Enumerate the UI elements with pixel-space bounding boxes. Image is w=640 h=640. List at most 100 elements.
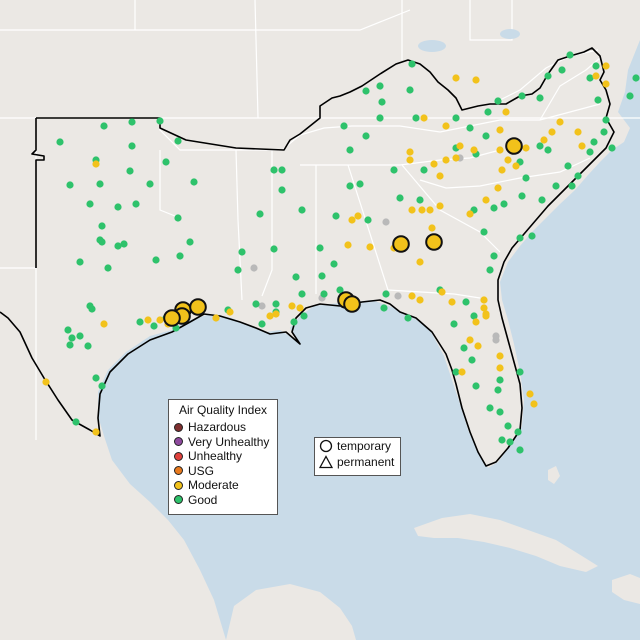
- monitor-point-good[interactable]: [452, 368, 460, 376]
- monitor-point-moderate[interactable]: [428, 224, 436, 232]
- monitor-point-good[interactable]: [72, 418, 80, 426]
- monitor-point-good[interactable]: [544, 72, 552, 80]
- monitor-point-good[interactable]: [156, 117, 164, 125]
- monitor-temporary-moderate[interactable]: [163, 309, 181, 327]
- monitor-point-good[interactable]: [114, 242, 122, 250]
- monitor-point-good[interactable]: [406, 86, 414, 94]
- monitor-point-good[interactable]: [364, 216, 372, 224]
- monitor-point-good[interactable]: [518, 92, 526, 100]
- monitor-point-good[interactable]: [516, 368, 524, 376]
- monitor-point-moderate[interactable]: [452, 154, 460, 162]
- monitor-point-good[interactable]: [336, 286, 344, 294]
- monitor-point-moderate[interactable]: [92, 160, 100, 168]
- monitor-point-moderate[interactable]: [556, 118, 564, 126]
- monitor-point-good[interactable]: [330, 260, 338, 268]
- monitor-point-moderate[interactable]: [574, 128, 582, 136]
- monitor-point-good[interactable]: [380, 304, 388, 312]
- monitor-point-good[interactable]: [568, 182, 576, 190]
- monitor-point-no-data[interactable]: [258, 302, 266, 310]
- monitor-point-moderate[interactable]: [442, 122, 450, 130]
- monitor-point-good[interactable]: [186, 238, 194, 246]
- monitor-point-moderate[interactable]: [472, 76, 480, 84]
- monitor-point-good[interactable]: [462, 298, 470, 306]
- monitor-point-good[interactable]: [146, 180, 154, 188]
- monitor-point-good[interactable]: [68, 334, 76, 342]
- monitor-point-moderate[interactable]: [406, 148, 414, 156]
- monitor-point-moderate[interactable]: [100, 320, 108, 328]
- monitor-point-good[interactable]: [362, 132, 370, 140]
- monitor-point-moderate[interactable]: [226, 308, 234, 316]
- monitor-point-moderate[interactable]: [494, 184, 502, 192]
- monitor-point-good[interactable]: [416, 196, 424, 204]
- monitor-point-good[interactable]: [92, 374, 100, 382]
- monitor-point-good[interactable]: [86, 200, 94, 208]
- monitor-point-good[interactable]: [104, 264, 112, 272]
- monitor-point-moderate[interactable]: [430, 160, 438, 168]
- monitor-point-good[interactable]: [506, 438, 514, 446]
- monitor-point-good[interactable]: [152, 256, 160, 264]
- monitor-point-no-data[interactable]: [394, 292, 402, 300]
- monitor-point-good[interactable]: [516, 234, 524, 242]
- monitor-point-moderate[interactable]: [366, 243, 374, 251]
- monitor-point-moderate[interactable]: [522, 144, 530, 152]
- monitor-point-moderate[interactable]: [472, 318, 480, 326]
- monitor-point-moderate[interactable]: [482, 196, 490, 204]
- monitor-point-good[interactable]: [468, 356, 476, 364]
- monitor-point-good[interactable]: [504, 422, 512, 430]
- monitor-point-good[interactable]: [452, 114, 460, 122]
- monitor-point-moderate[interactable]: [144, 316, 152, 324]
- monitor-point-good[interactable]: [292, 273, 300, 281]
- monitor-point-good[interactable]: [496, 408, 504, 416]
- monitor-point-moderate[interactable]: [496, 352, 504, 360]
- monitor-point-good[interactable]: [96, 180, 104, 188]
- monitor-point-moderate[interactable]: [602, 80, 610, 88]
- monitor-point-good[interactable]: [408, 60, 416, 68]
- monitor-point-moderate[interactable]: [496, 146, 504, 154]
- monitor-point-good[interactable]: [574, 172, 582, 180]
- monitor-temporary-moderate[interactable]: [343, 295, 361, 313]
- monitor-point-good[interactable]: [150, 322, 158, 330]
- monitor-point-good[interactable]: [132, 200, 140, 208]
- monitor-point-good[interactable]: [252, 300, 260, 308]
- monitor-point-good[interactable]: [76, 332, 84, 340]
- monitor-point-good[interactable]: [174, 137, 182, 145]
- monitor-point-good[interactable]: [490, 252, 498, 260]
- monitor-point-good[interactable]: [608, 144, 616, 152]
- monitor-point-moderate[interactable]: [92, 428, 100, 436]
- monitor-point-good[interactable]: [56, 138, 64, 146]
- monitor-point-good[interactable]: [190, 178, 198, 186]
- monitor-point-good[interactable]: [516, 446, 524, 454]
- monitor-point-moderate[interactable]: [496, 126, 504, 134]
- monitor-point-good[interactable]: [466, 124, 474, 132]
- monitor-point-good[interactable]: [346, 146, 354, 154]
- monitor-point-moderate[interactable]: [436, 172, 444, 180]
- monitor-point-good[interactable]: [76, 258, 84, 266]
- monitor-point-moderate[interactable]: [354, 212, 362, 220]
- monitor-point-good[interactable]: [538, 196, 546, 204]
- monitor-point-good[interactable]: [318, 272, 326, 280]
- monitor-point-good[interactable]: [346, 182, 354, 190]
- monitor-point-good[interactable]: [270, 166, 278, 174]
- monitor-point-moderate[interactable]: [42, 378, 50, 386]
- monitor-point-moderate[interactable]: [420, 114, 428, 122]
- monitor-point-good[interactable]: [514, 428, 522, 436]
- monitor-point-moderate[interactable]: [212, 314, 220, 322]
- monitor-point-moderate[interactable]: [480, 304, 488, 312]
- monitor-point-good[interactable]: [564, 162, 572, 170]
- monitor-point-moderate[interactable]: [526, 390, 534, 398]
- monitor-point-moderate[interactable]: [348, 216, 356, 224]
- monitor-point-good[interactable]: [484, 108, 492, 116]
- monitor-point-good[interactable]: [298, 290, 306, 298]
- monitor-point-moderate[interactable]: [502, 108, 510, 116]
- monitor-point-moderate[interactable]: [504, 156, 512, 164]
- monitor-point-good[interactable]: [412, 114, 420, 122]
- monitor-point-good[interactable]: [84, 342, 92, 350]
- monitor-point-good[interactable]: [258, 320, 266, 328]
- monitor-point-moderate[interactable]: [470, 146, 478, 154]
- monitor-point-good[interactable]: [100, 122, 108, 130]
- monitor-point-good[interactable]: [600, 128, 608, 136]
- monitor-point-no-data[interactable]: [382, 218, 390, 226]
- monitor-point-moderate[interactable]: [344, 241, 352, 249]
- monitor-point-good[interactable]: [486, 404, 494, 412]
- monitor-point-good[interactable]: [404, 314, 412, 322]
